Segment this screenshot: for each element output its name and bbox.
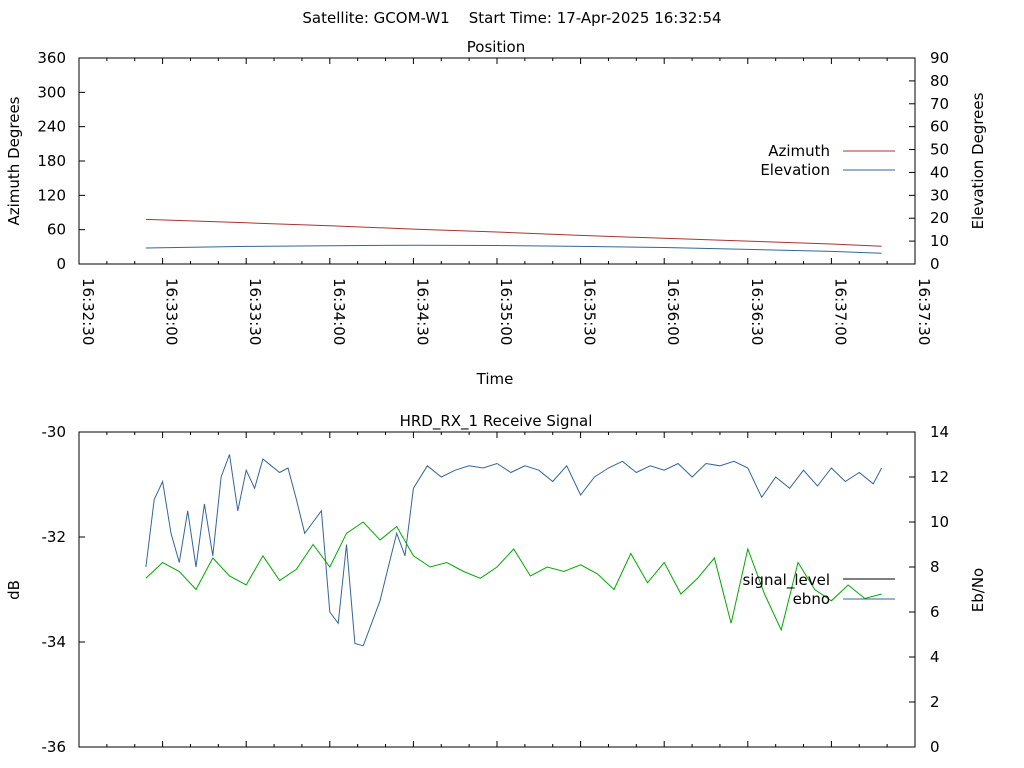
x-tick-label: 16:34:00: [330, 278, 348, 345]
db-axis-label: dB: [5, 580, 23, 600]
left-y-tick-label: 240: [37, 118, 66, 136]
elevation-axis-label: Elevation Degrees: [969, 92, 987, 229]
left-y-tick-label: 180: [37, 152, 66, 170]
right-y-tick-label: 10: [930, 232, 949, 250]
right-y-tick-label: 70: [930, 95, 949, 113]
position-chart-title: Position: [467, 38, 525, 56]
right-y-tick-label: 0: [930, 738, 940, 756]
right-y-tick-label: 8: [930, 558, 940, 576]
left-y-tick-label: -36: [42, 738, 67, 756]
x-tick-label: 16:33:30: [246, 278, 264, 345]
right-y-tick-label: 0: [930, 255, 940, 273]
x-tick-label: 16:32:30: [79, 278, 97, 345]
right-y-tick-label: 90: [930, 49, 949, 67]
legend-label-signal-level: signal_level: [742, 571, 830, 590]
legend-label-ebno: ebno: [793, 590, 830, 608]
series-line-elevation: [145, 244, 882, 254]
x-tick-label: 16:34:30: [413, 278, 431, 345]
legend-label-azimuth: Azimuth: [768, 142, 830, 160]
x-tick-label: 16:37:00: [831, 278, 849, 345]
right-y-tick-label: 50: [930, 141, 949, 159]
left-y-tick-label: 60: [47, 221, 66, 239]
position-chart: Position Azimuth Degrees Elevation Degre…: [5, 38, 987, 388]
left-y-tick-label: -32: [42, 528, 67, 546]
right-y-tick-label: 60: [930, 118, 949, 136]
time-axis-label: Time: [476, 370, 514, 388]
left-y-tick-label: 0: [56, 255, 66, 273]
right-y-tick-label: 40: [930, 163, 949, 181]
x-tick-label: 16:33:00: [163, 278, 181, 345]
header-title: Satellite: GCOM-W1 Start Time: 17-Apr-20…: [302, 9, 721, 27]
right-y-tick-label: 14: [930, 423, 949, 441]
receive-signal-chart: HRD_RX_1 Receive Signal dB Eb/No -36 -34 -…: [5, 412, 987, 756]
right-y-tick-label: 20: [930, 209, 949, 227]
x-tick-label: 16:36:30: [748, 278, 766, 345]
right-y-tick-label: 80: [930, 72, 949, 90]
left-y-tick-label: -34: [42, 633, 67, 651]
right-y-tick-label: 6: [930, 603, 940, 621]
azimuth-axis-label: Azimuth Degrees: [5, 96, 23, 225]
left-y-tick-label: 120: [37, 186, 66, 204]
x-tick-label: 16:37:30: [915, 278, 933, 345]
receive-signal-chart-title: HRD_RX_1 Receive Signal: [400, 412, 593, 431]
legend-label-elevation: Elevation: [760, 161, 830, 179]
series-line-2: [145, 521, 882, 632]
receive-signal-plot-frame: [78, 431, 916, 748]
right-y-tick-label: 30: [930, 186, 949, 204]
ebno-axis-label: Eb/No: [969, 568, 987, 612]
right-y-tick-label: 12: [930, 468, 949, 486]
x-tick-label: 16:36:00: [664, 278, 682, 345]
right-y-tick-label: 10: [930, 513, 949, 531]
right-y-tick-label: 4: [930, 648, 940, 666]
left-y-tick-label: 300: [37, 83, 66, 101]
right-y-tick-label: 2: [930, 693, 940, 711]
series-line-azimuth: [145, 218, 882, 247]
x-tick-label: 16:35:00: [497, 278, 515, 345]
x-tick-label: 16:35:30: [581, 278, 599, 345]
left-y-tick-label: 360: [37, 49, 66, 67]
series-line-ebno: [145, 454, 883, 647]
left-y-tick-label: -30: [42, 423, 67, 441]
